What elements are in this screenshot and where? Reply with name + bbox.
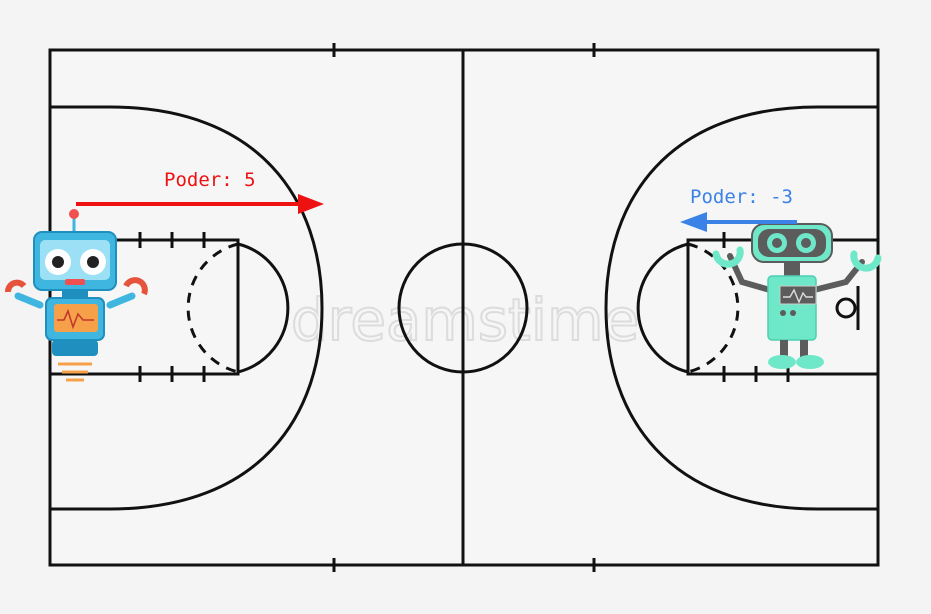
robot-left-power-label: Poder: 5	[164, 169, 256, 191]
robot-right-power-label: Poder: -3	[690, 186, 793, 208]
center-circle	[397, 242, 529, 374]
sideline-ticks	[332, 43, 596, 572]
watermark-text: dreamstime	[291, 286, 639, 354]
power-arrowhead-left	[680, 212, 707, 232]
left-half-markings	[50, 105, 324, 511]
power-arrowhead-right	[298, 194, 324, 214]
robot-blue-icon	[5, 209, 148, 382]
